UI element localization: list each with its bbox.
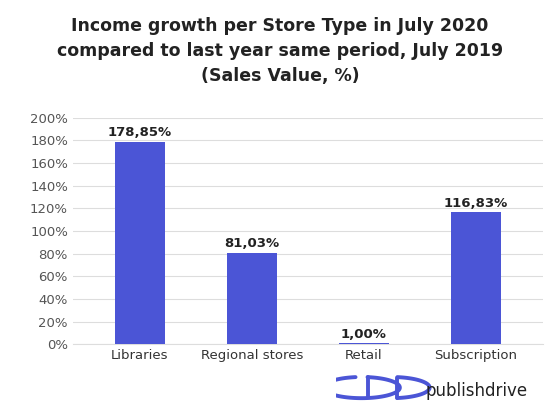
Text: Income growth per Store Type in July 2020
compared to last year same period, Jul: Income growth per Store Type in July 202… — [57, 17, 503, 85]
Text: 81,03%: 81,03% — [225, 237, 279, 250]
Bar — [115, 142, 165, 344]
Text: 116,83%: 116,83% — [444, 197, 508, 210]
Text: 178,85%: 178,85% — [108, 126, 172, 139]
Text: 1,00%: 1,00% — [341, 328, 387, 341]
Bar — [339, 343, 389, 344]
Bar — [227, 252, 277, 344]
Bar — [451, 212, 501, 344]
Text: publishdrive: publishdrive — [426, 382, 528, 400]
